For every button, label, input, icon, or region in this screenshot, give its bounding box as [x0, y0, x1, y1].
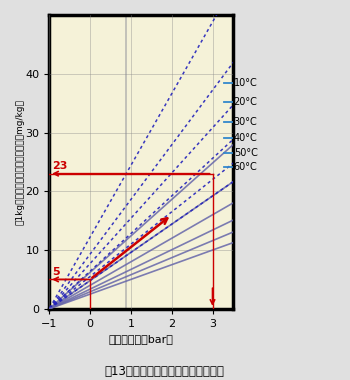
Text: 図13：大気からの酸素の最大溶解度: 図13：大気からの酸素の最大溶解度 — [105, 365, 224, 378]
Text: 50°C: 50°C — [234, 148, 258, 158]
Text: 20°C: 20°C — [234, 97, 258, 107]
Text: 30°C: 30°C — [234, 117, 258, 127]
X-axis label: 圧力（単位：bar）: 圧力（単位：bar） — [108, 334, 174, 344]
Text: 5: 5 — [52, 267, 60, 277]
Y-axis label: 水1kg中の最大酸素溶解量（単位：mg/kg）: 水1kg中の最大酸素溶解量（単位：mg/kg） — [15, 99, 24, 225]
Text: 23: 23 — [52, 162, 68, 171]
Text: 60°C: 60°C — [234, 162, 258, 172]
Text: 10°C: 10°C — [234, 78, 258, 87]
Text: 40°C: 40°C — [234, 133, 258, 143]
